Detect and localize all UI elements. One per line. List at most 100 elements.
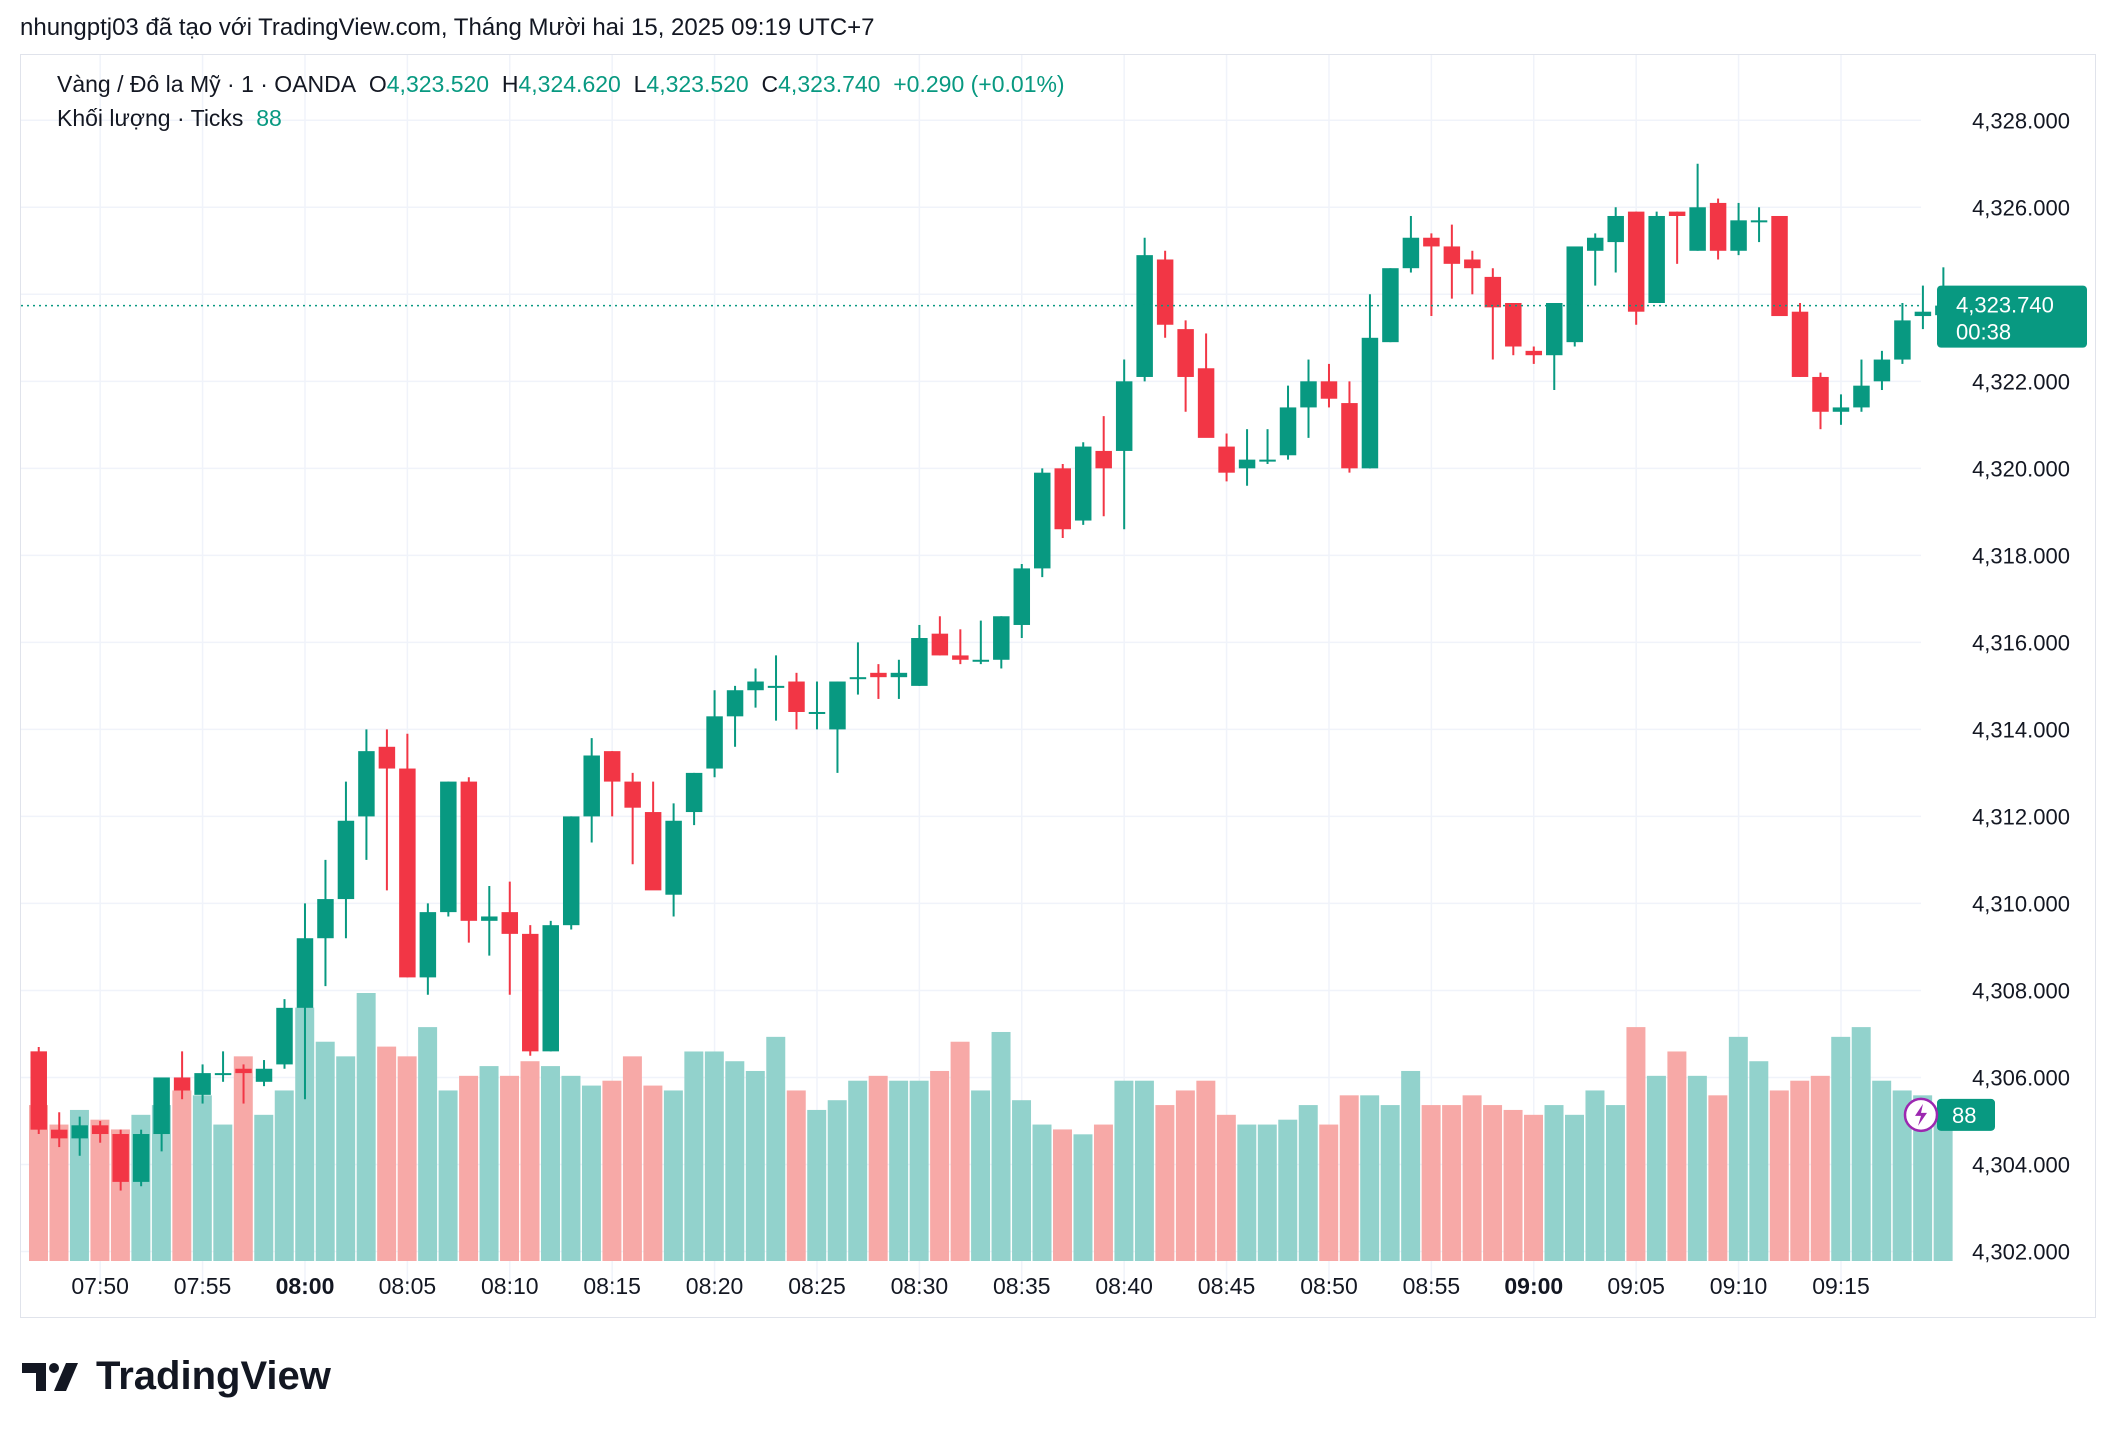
- chart-frame[interactable]: 4,328.0004,326.0004,324.0004,322.0004,32…: [20, 54, 2096, 1318]
- volume-bar: [254, 1114, 274, 1261]
- candle-body: [583, 755, 600, 817]
- volume-bar: [581, 1085, 601, 1261]
- candle: [603, 751, 621, 817]
- candle: [1177, 320, 1194, 412]
- candle-body: [235, 1068, 252, 1074]
- candle-body: [1423, 237, 1440, 247]
- volume-bar: [1790, 1080, 1810, 1261]
- volume-tag-label: 88: [1952, 1103, 1976, 1128]
- price-tick-label: 4,312.000: [1972, 804, 2070, 829]
- price-chart[interactable]: 4,328.0004,326.0004,324.0004,322.0004,32…: [21, 55, 2095, 1317]
- candle-body: [911, 638, 928, 686]
- candle-body: [1218, 446, 1235, 473]
- price-axis: 4,328.0004,326.0004,324.0004,322.0004,32…: [1972, 108, 2070, 1264]
- close-value: 4,323.740: [778, 71, 881, 97]
- volume-bar: [1401, 1070, 1421, 1261]
- candle: [276, 999, 293, 1069]
- volume-bar: [295, 1007, 315, 1261]
- candle-body: [214, 1073, 232, 1076]
- candle: [685, 772, 703, 826]
- time-tick-label: 08:00: [276, 1273, 335, 1299]
- candle: [1771, 215, 1788, 317]
- candle: [1894, 303, 1911, 364]
- price-tick-label: 4,304.000: [1972, 1152, 2070, 1177]
- candle-body: [71, 1125, 88, 1139]
- volume-bar: [1278, 1119, 1298, 1261]
- lightning-icon[interactable]: [1903, 1097, 1939, 1133]
- volume-legend: Khối lượng · Ticks 88: [57, 105, 282, 132]
- volume-bar: [397, 1056, 417, 1261]
- candle: [440, 781, 457, 917]
- candle-body: [1074, 446, 1092, 521]
- candle: [522, 925, 539, 1056]
- candle-body: [1771, 215, 1788, 317]
- candle: [1115, 359, 1133, 530]
- candle-body: [1177, 329, 1194, 377]
- candle: [1300, 359, 1317, 438]
- price-tick-label: 4,308.000: [1972, 978, 2070, 1003]
- volume-bar: [1462, 1095, 1482, 1261]
- volume-bar: [1360, 1095, 1380, 1261]
- candle: [378, 729, 396, 891]
- candle-body: [30, 1051, 47, 1130]
- volume-bar: [1093, 1124, 1113, 1261]
- candle: [1546, 303, 1563, 391]
- time-tick-label: 07:50: [71, 1273, 129, 1299]
- volume-bar: [1892, 1090, 1912, 1261]
- candle: [1095, 416, 1112, 517]
- candle-body: [644, 812, 662, 891]
- price-tick-label: 4,322.000: [1972, 369, 2070, 394]
- volume-bar: [1626, 1027, 1646, 1261]
- candle: [419, 903, 437, 995]
- volume-bar: [1503, 1109, 1523, 1261]
- volume-bar: [49, 1124, 69, 1261]
- volume-bar: [233, 1056, 253, 1261]
- volume-bar: [561, 1075, 581, 1261]
- volume-bar: [1380, 1105, 1400, 1261]
- candle-body: [1832, 407, 1850, 412]
- volume-bar: [1319, 1124, 1339, 1261]
- candle: [1668, 211, 1686, 264]
- candle: [911, 624, 928, 686]
- symbol-title[interactable]: Vàng / Đô la Mỹ · 1 · OANDA: [57, 71, 357, 97]
- volume-bar: [192, 1095, 212, 1261]
- volume-tag: 88: [1937, 1098, 1995, 1131]
- volume-bar: [1257, 1124, 1277, 1261]
- volume-bar: [1565, 1114, 1584, 1261]
- volume-bar: [1913, 1095, 1933, 1261]
- candle-body: [440, 781, 457, 913]
- candle-body: [1709, 202, 1727, 251]
- candle-body: [849, 677, 867, 680]
- volume-bar: [971, 1090, 991, 1261]
- candle-body: [1034, 472, 1051, 569]
- volume-bar: [1769, 1090, 1789, 1261]
- time-tick-label: 09:00: [1504, 1273, 1563, 1299]
- candle-body: [173, 1077, 191, 1091]
- volume-bar: [1196, 1080, 1216, 1261]
- candle: [808, 681, 826, 730]
- candle: [501, 881, 519, 995]
- volume-bar: [90, 1119, 110, 1261]
- candle: [788, 672, 805, 730]
- volume-bar: [336, 1056, 356, 1261]
- candle-body: [542, 925, 559, 1052]
- volume-bar: [459, 1075, 479, 1261]
- tradingview-logo[interactable]: TradingView: [22, 1354, 331, 1399]
- candle-body: [1648, 215, 1665, 303]
- volume-label[interactable]: Khối lượng · Ticks: [57, 105, 244, 131]
- candle-body: [1607, 215, 1624, 243]
- volume-bar: [622, 1056, 642, 1261]
- candle-body: [931, 633, 949, 656]
- candle: [952, 629, 969, 665]
- candle-body: [296, 938, 314, 1008]
- candle-body: [603, 751, 621, 782]
- candles: [30, 163, 1952, 1191]
- volume-bar: [29, 1105, 48, 1261]
- candle-body: [1730, 220, 1747, 251]
- candle: [1402, 215, 1420, 273]
- volume-value: 88: [256, 105, 282, 131]
- candle-body: [1668, 211, 1686, 216]
- volume-bar: [807, 1109, 827, 1261]
- candle: [1873, 350, 1891, 391]
- time-axis: 07:50 07:55 08:00 08:05 08:10 08:15 08:20 08:25…: [71, 1273, 1869, 1299]
